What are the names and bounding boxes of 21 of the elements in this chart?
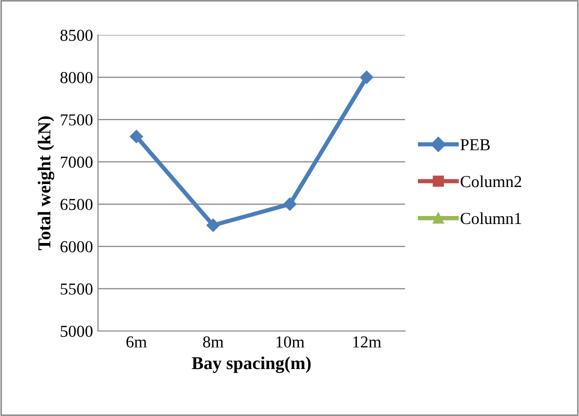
- y-axis-title: Total weight (kN): [38, 116, 54, 250]
- y-tick-label: 7500: [60, 114, 93, 126]
- x-tick-label: 12m: [353, 336, 382, 348]
- y-tick-label: 6000: [60, 241, 93, 252]
- legend-label: PEB: [460, 139, 490, 150]
- y-tick-label: 8000: [60, 72, 93, 84]
- x-tick-label: 6m: [126, 336, 147, 348]
- point: [283, 198, 296, 211]
- y-tick-label: 5500: [60, 283, 93, 295]
- x-axis-title: Bay spacing(m): [192, 356, 311, 374]
- point: [130, 130, 143, 144]
- y-tick-label: 8500: [60, 30, 93, 41]
- point: [206, 218, 220, 232]
- y-tick-label: 5000: [60, 326, 93, 337]
- point: [360, 70, 374, 84]
- x-tick-label: 10m: [276, 336, 304, 348]
- y-tick-label: 7000: [60, 156, 93, 168]
- x-tick-label: 8m: [203, 336, 224, 348]
- legend-label: Column1: [460, 212, 522, 224]
- y-tick-label: 6500: [60, 198, 93, 210]
- legend-label: Column2: [460, 175, 522, 188]
